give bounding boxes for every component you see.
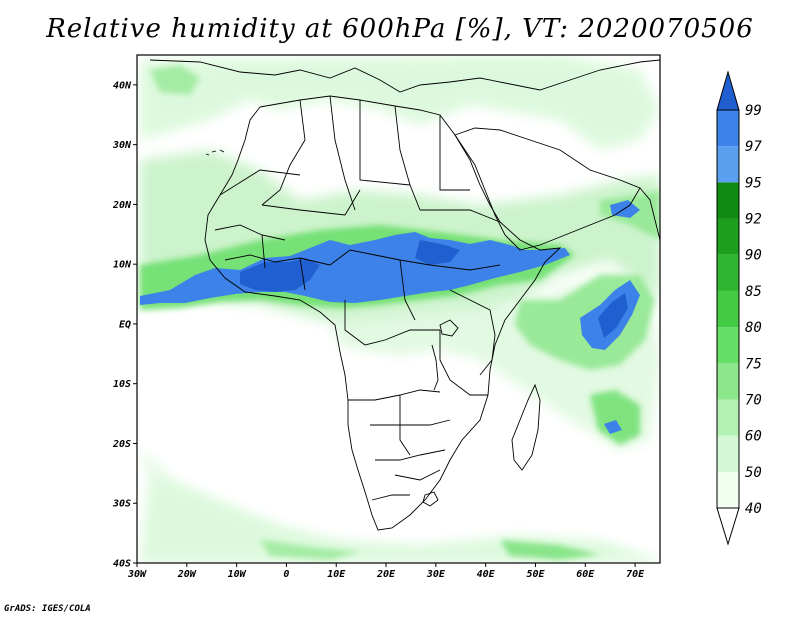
inland-borders-north xyxy=(261,95,501,223)
lon-tick-label: 70E xyxy=(626,569,645,580)
colorbar-level-label: 92 xyxy=(745,212,762,228)
inland-borders-central xyxy=(329,249,501,396)
colorbar-level-label: 90 xyxy=(745,248,762,264)
colorbar-swatch xyxy=(717,399,739,436)
lon-tick-label: 20E xyxy=(376,569,396,580)
lat-tick-label: 10S xyxy=(113,379,131,390)
colorbar: 40 50 60 70 75 80 85 90 92 95 97 99 xyxy=(716,70,762,546)
colorbar-level-label: 99 xyxy=(745,103,762,119)
colorbar-level-label: 97 xyxy=(745,139,762,155)
lon-tick-label: 20W xyxy=(177,569,197,580)
lon-tick-label: 50E xyxy=(526,569,545,580)
colorbar-swatch xyxy=(717,290,739,328)
latitude-axis: 40N 30N 20N 10N EQ 10S 20S 30S 40S xyxy=(112,80,137,570)
lat-tick-label: 20S xyxy=(112,439,131,450)
colorbar-level-label: 60 xyxy=(745,429,762,445)
colorbar-swatch xyxy=(717,254,739,291)
colorbar-level-label: 70 xyxy=(745,392,762,408)
lon-tick-label: 40E xyxy=(477,569,496,580)
colorbar-swatch xyxy=(717,363,739,400)
inland-borders-west xyxy=(214,169,331,291)
colorbar-upper-extend xyxy=(716,70,740,111)
lat-tick-label: 30N xyxy=(112,140,132,151)
colorbar-level-label: 80 xyxy=(745,320,762,336)
humidity-field xyxy=(137,55,660,563)
lesotho-outline xyxy=(422,491,439,507)
lon-tick-label: 0 xyxy=(283,569,289,580)
lon-tick-label: 60E xyxy=(576,569,595,580)
humidity-saturated-core xyxy=(140,200,640,434)
grads-credit: GrADS: IGES/COLA xyxy=(4,604,91,614)
lat-tick-label: 40S xyxy=(113,559,131,570)
lon-tick-label: 10W xyxy=(228,569,247,580)
colorbar-level-label: 75 xyxy=(745,356,762,372)
lon-tick-label: 30E xyxy=(426,569,446,580)
inland-borders-south xyxy=(348,389,451,501)
colorbar-swatch xyxy=(717,218,739,255)
arabia-coastline xyxy=(454,127,641,251)
colorbar-swatch xyxy=(717,182,739,219)
madagascar-coastline xyxy=(511,383,541,471)
lake-tanganyika-outline xyxy=(431,344,439,391)
canary-islands xyxy=(205,149,225,156)
africa-coastline xyxy=(204,95,562,531)
lon-tick-label: 10E xyxy=(327,569,346,580)
lat-tick-label: 20N xyxy=(112,200,132,211)
colorbar-level-label: 95 xyxy=(745,175,762,191)
colorbar-swatch xyxy=(717,146,739,183)
lat-tick-label: 40N xyxy=(113,80,132,91)
coastlines xyxy=(149,59,660,531)
lat-tick-label: EQ xyxy=(119,319,131,330)
colorbar-swatch xyxy=(717,327,739,364)
map-title: Relative humidity at 600hPa [%], VT: 202… xyxy=(46,14,754,44)
map-frame xyxy=(136,54,661,564)
colorbar-swatch xyxy=(717,435,739,472)
colorbar-frame xyxy=(716,109,740,509)
colorbar-level-label: 50 xyxy=(745,465,762,481)
longitude-axis: 30W 20W 10W 0 10E 20E 30E 40E 50E 60E 70E xyxy=(127,563,645,580)
colorbar-level-label: 85 xyxy=(745,284,762,300)
lake-victoria-outline xyxy=(439,319,459,337)
lon-tick-label: 30W xyxy=(127,569,147,580)
colorbar-level-label: 40 xyxy=(745,501,762,517)
colorbar-lower-extend xyxy=(716,507,740,546)
colorbar-swatch xyxy=(717,110,739,147)
lat-tick-label: 30S xyxy=(112,499,131,510)
india-coastline xyxy=(639,187,660,241)
colorbar-swatch xyxy=(717,471,739,508)
europe-coastline xyxy=(149,59,660,93)
lat-tick-label: 10N xyxy=(113,260,132,271)
